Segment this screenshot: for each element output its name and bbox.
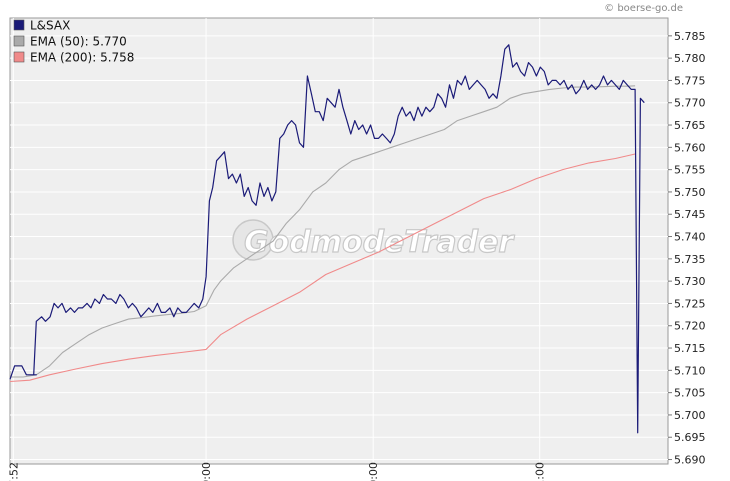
watermark-text: GodmodeTrader — [244, 225, 515, 260]
y-tick-label: 5.750 — [674, 186, 706, 199]
y-tick-label: 5.780 — [674, 52, 706, 65]
x-tick-label: 10:00 — [367, 462, 380, 481]
y-tick-label: 5.720 — [674, 320, 706, 333]
y-tick-label: 5.695 — [674, 431, 706, 444]
source-label: © boerse-go.de — [604, 3, 683, 14]
vertical-gridlines — [12, 18, 541, 464]
series-line-ema200 — [9, 153, 636, 383]
watermark-logo-icon — [232, 219, 274, 261]
legend-swatch — [13, 19, 25, 31]
legend-swatch — [13, 35, 25, 47]
y-tick-label: 5.735 — [674, 253, 706, 266]
series-line-ema50 — [10, 85, 636, 378]
y-tick-label: 5.730 — [674, 275, 706, 288]
y-tick-label: 5.760 — [674, 141, 706, 154]
y-axis: 5.690 5.695 5.700 5.705 5.710 5.715 5.720 5.725… — [668, 30, 706, 467]
legend-label: EMA (50): 5.770 — [30, 35, 127, 49]
horizontal-gridlines — [10, 35, 668, 461]
y-tick-label: 5.755 — [674, 164, 706, 177]
watermark: GodmodeTrader — [232, 219, 516, 261]
y-tick-label: 5.725 — [674, 297, 706, 310]
y-tick-label: 5.715 — [674, 342, 706, 355]
y-tick-label: 5.690 — [674, 454, 706, 467]
y-tick-label: 5.700 — [674, 409, 706, 422]
plot-background — [9, 17, 669, 465]
x-tick-label: 11:00 — [534, 462, 547, 481]
y-tick-label: 5.775 — [674, 74, 706, 87]
y-tick-label: 5.745 — [674, 208, 706, 221]
y-tick-label: 5.785 — [674, 30, 706, 43]
legend-label: EMA (200): 5.758 — [30, 51, 134, 65]
legend-swatch — [13, 51, 25, 63]
x-axis: 07:52 09:00 10:00 11:00 — [7, 462, 546, 481]
series-line-price — [9, 44, 645, 434]
y-tick-label: 5.770 — [674, 97, 706, 110]
y-tick-label: 5.705 — [674, 387, 706, 400]
legend-label: L&SAX — [30, 19, 70, 33]
series-layer — [9, 44, 645, 434]
y-tick-label: 5.740 — [674, 231, 706, 244]
legend: L&SAX EMA (50): 5.770 EMA (200): 5.758 — [13, 19, 134, 65]
x-tick-label: 09:00 — [200, 462, 213, 481]
y-tick-label: 5.765 — [674, 119, 706, 132]
y-tick-label: 5.710 — [674, 364, 706, 377]
x-tick-label: 07:52 — [7, 462, 20, 481]
